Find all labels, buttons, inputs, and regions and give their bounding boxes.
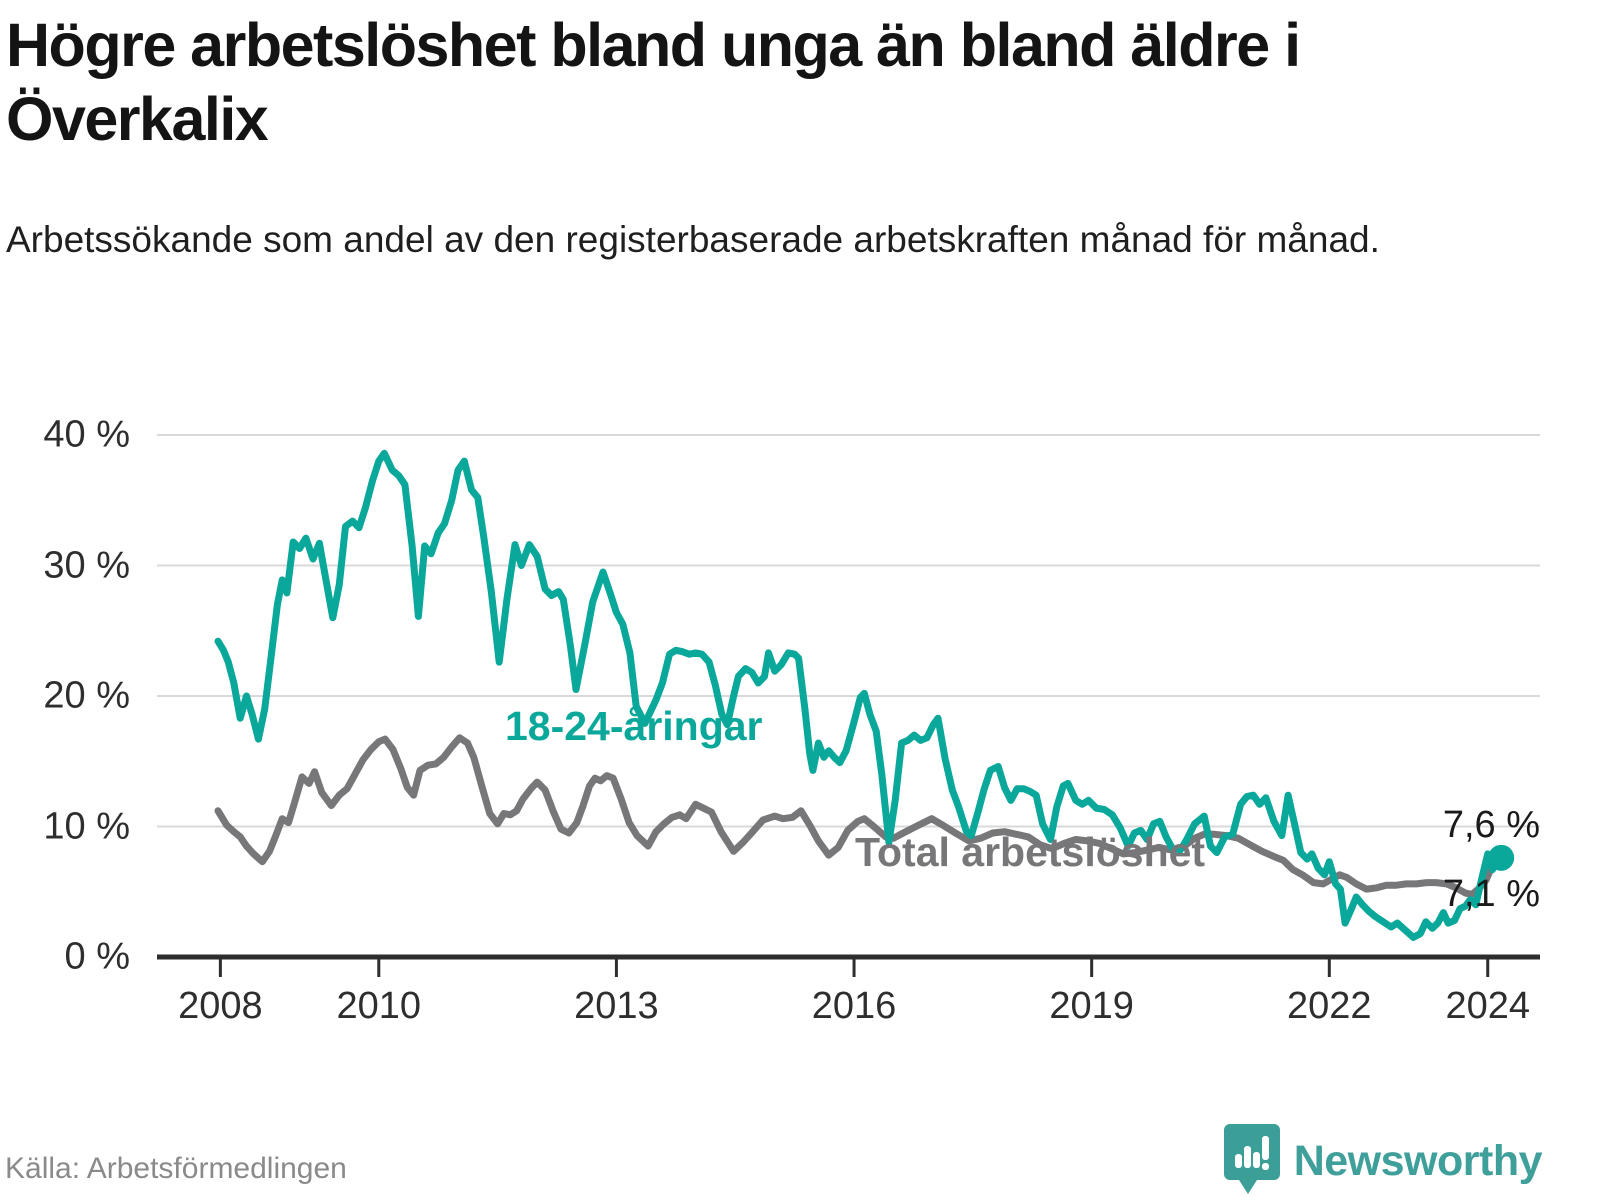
x-axis-label-2010: 2010 (336, 985, 422, 1027)
series-line-youth (214, 449, 1505, 941)
x-axis (157, 954, 1540, 977)
y-axis-label-10: 10 % (43, 805, 130, 847)
x-axis-label-2024: 2024 (1445, 985, 1530, 1027)
brand-logo: Newsworthy (1223, 1122, 1543, 1200)
end-value-label-youth: 7,6 % (1442, 804, 1540, 846)
newsworthy-pin-icon (1223, 1124, 1280, 1194)
x-axis-label-2008: 2008 (178, 985, 263, 1027)
series-line-total (214, 734, 1505, 898)
x-axis-label-2016: 2016 (811, 985, 897, 1027)
x-axis-label-2019: 2019 (1049, 985, 1134, 1027)
series-end-dot (1488, 844, 1515, 871)
page-title: Högre arbetslöshet bland unga än bland ä… (6, 11, 1301, 154)
x-axis-label-2022: 2022 (1287, 985, 1372, 1027)
gridlines (157, 434, 1540, 828)
source-note: Källa: Arbetsförmedlingen (5, 1152, 347, 1185)
y-axis-label-40: 40 % (43, 413, 130, 456)
x-axis-label-2013: 2013 (574, 985, 659, 1027)
series-paths (214, 449, 1515, 941)
brand-name: Newsworthy (1293, 1136, 1543, 1185)
series-label-total: Total arbetslöshet (855, 829, 1206, 875)
end-value-label-total: 7,1 % (1442, 873, 1540, 915)
page-subtitle: Arbetssökande som andel av den registerb… (6, 219, 1380, 260)
y-axis-label-0: 0 % (64, 935, 130, 978)
series-label-youth: 18-24-åringar (505, 703, 763, 749)
y-axis-label-20: 20 % (43, 674, 130, 717)
y-axis-label-30: 30 % (43, 544, 130, 586)
